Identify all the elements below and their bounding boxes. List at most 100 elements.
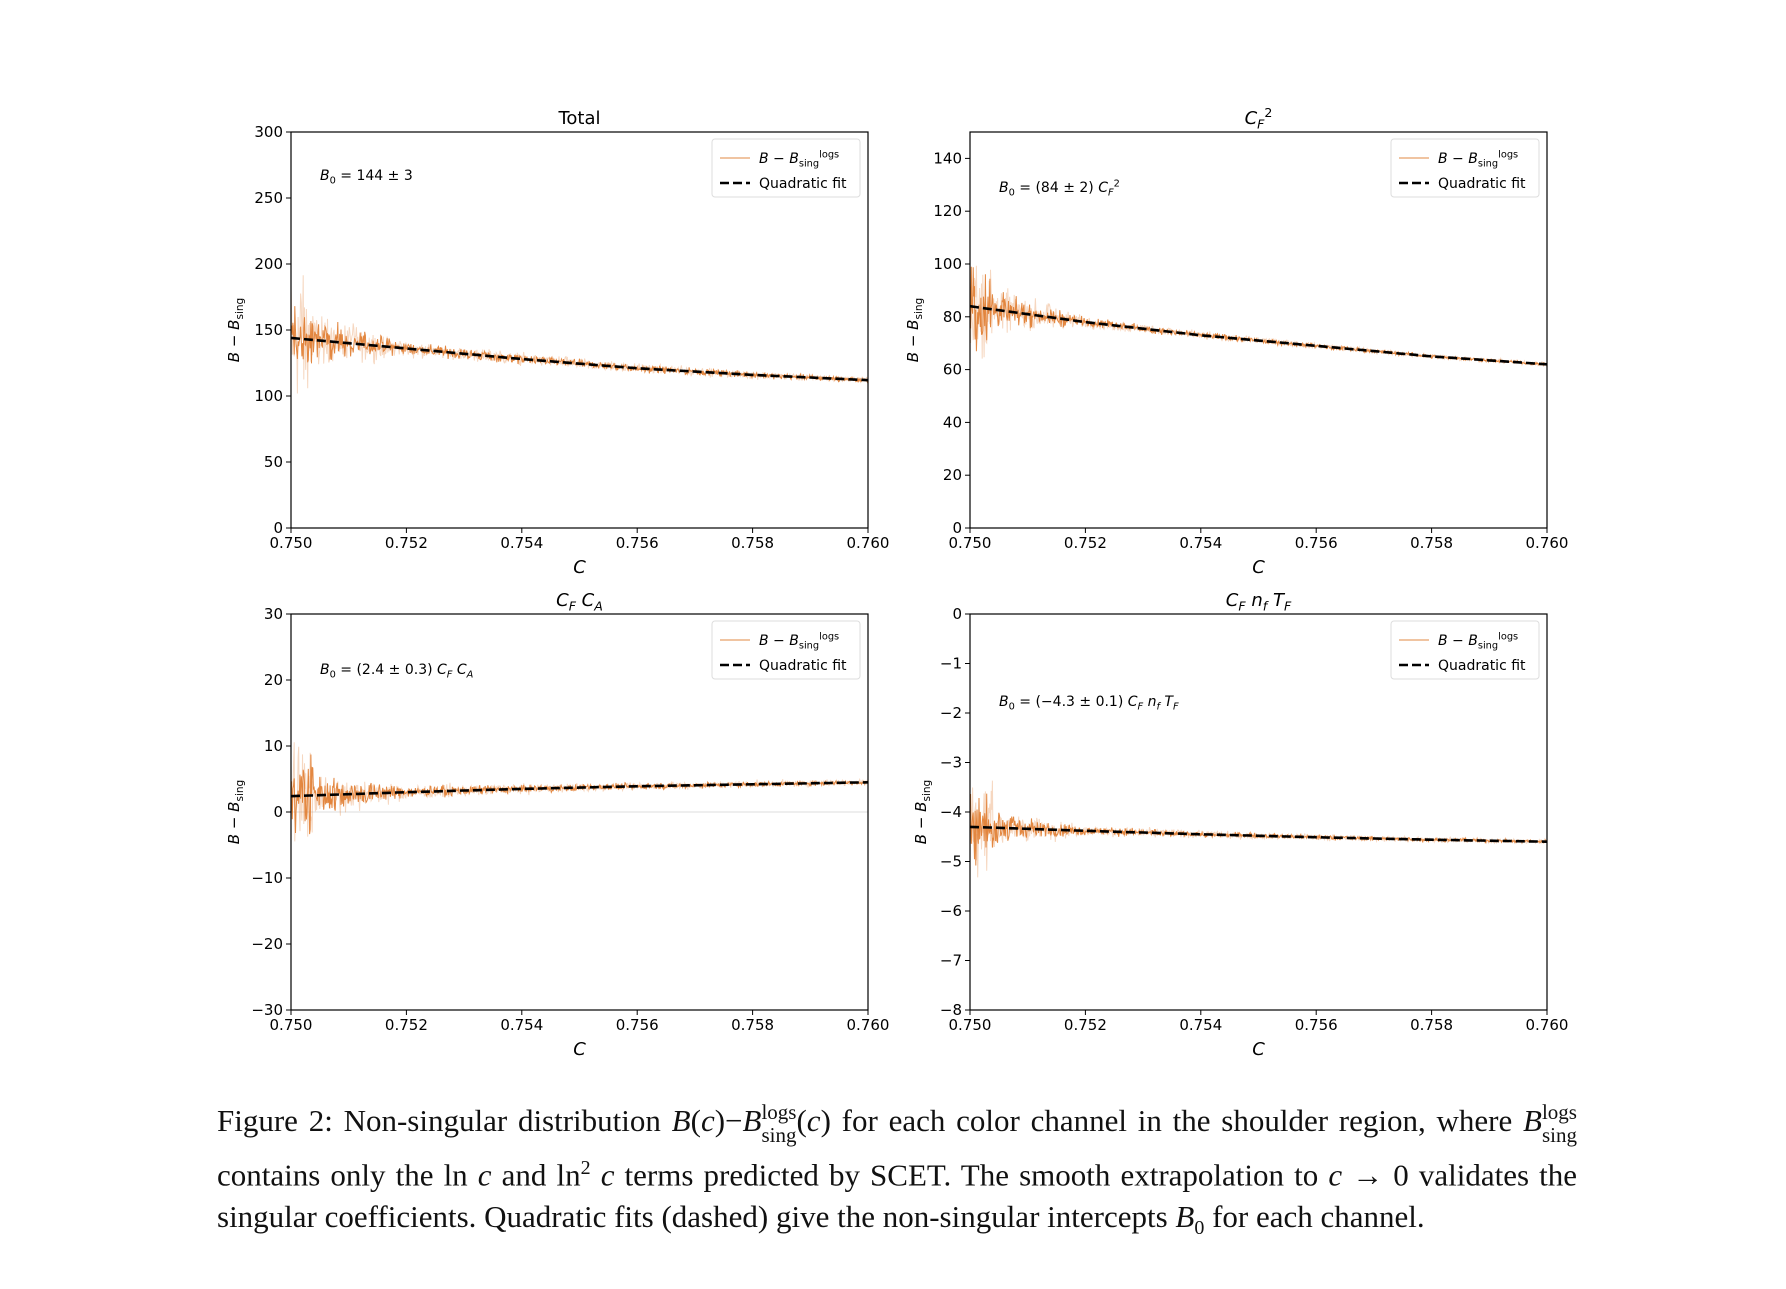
x-tick-label: 0.750 [949, 534, 992, 552]
legend-label: Quadratic fit [759, 658, 847, 674]
chart-title: CF CA [556, 590, 603, 614]
chart-panel: 0.750 0.752 0.754 0.756 0.758 0.760 0 50 100 150 2… [225, 108, 889, 578]
caption-sup: logs [761, 1099, 797, 1124]
y-tick-label: −7 [940, 952, 962, 970]
caption-math: B [742, 1103, 762, 1138]
intercept-annotation: B0 = (84 ± 2) CF2 [999, 178, 1120, 198]
x-tick-label: 0.756 [1295, 1016, 1338, 1034]
y-tick-label: 80 [943, 308, 962, 326]
y-tick-label: 300 [254, 123, 283, 141]
y-tick-label: 20 [264, 671, 283, 689]
x-axis-label: C [573, 1039, 586, 1060]
x-tick-label: 0.750 [270, 1016, 313, 1034]
x-axis-label: C [573, 557, 586, 578]
noisy-series-line [291, 151, 868, 384]
y-tick-label: −30 [251, 1001, 283, 1019]
x-tick-label: 0.750 [949, 1016, 992, 1034]
caption-sub: 0 [1194, 1217, 1205, 1240]
quadratic-fit-line [969, 304, 1548, 366]
legend-label: Quadratic fit [1438, 658, 1526, 674]
y-tick-label: 40 [943, 413, 962, 431]
legend-label: B − Bsinglogs [759, 631, 839, 651]
legend-label: Quadratic fit [1438, 176, 1526, 192]
y-tick-label: 30 [264, 605, 283, 623]
caption-sup: logs [1541, 1099, 1577, 1124]
caption-text: → 0 validates the singular coefficients.… [217, 1157, 1578, 1235]
x-tick-label: 0.756 [616, 534, 659, 552]
caption-text: ( [690, 1103, 701, 1138]
x-tick-label: 0.752 [385, 1016, 428, 1034]
y-tick-label: −8 [940, 1001, 962, 1019]
y-tick-label: 60 [943, 361, 962, 379]
noisy-band [970, 265, 1547, 368]
chart-title: Total [557, 108, 600, 129]
caption-math: c [700, 1103, 715, 1138]
legend-label: B − Bsinglogs [1438, 149, 1518, 169]
y-tick-label: 0 [952, 519, 962, 537]
y-tick-label: 250 [254, 189, 283, 207]
y-tick-label: 150 [254, 321, 283, 339]
chart-panel: 0.750 0.752 0.754 0.756 0.758 0.760 −8 −7 −6 −5 −4… [912, 590, 1568, 1060]
y-tick-label: 100 [933, 255, 962, 273]
x-tick-label: 0.760 [847, 1016, 890, 1034]
x-tick-label: 0.754 [500, 1016, 543, 1034]
y-axis-label: B − Bsing [912, 780, 933, 844]
noisy-series-line [970, 740, 1547, 866]
y-tick-label: −1 [940, 655, 962, 673]
y-tick-label: −20 [251, 935, 283, 953]
intercept-annotation: B0 = (2.4 ± 0.3) CF CA [320, 662, 474, 681]
axes-frame [969, 131, 1548, 529]
y-tick-label: 200 [254, 255, 283, 273]
y-tick-label: 10 [264, 737, 283, 755]
caption-text: Figure 2: Non-singular distribution [217, 1103, 672, 1138]
quadratic-fit-line [969, 825, 1548, 843]
y-tick-label: 120 [933, 202, 962, 220]
caption-math: B [1175, 1199, 1195, 1235]
y-axis-label: B − Bsing [904, 298, 925, 362]
caption-math: c [806, 1103, 821, 1138]
caption-math: B [1523, 1103, 1542, 1138]
x-tick-label: 0.758 [1410, 1016, 1453, 1034]
y-tick-label: −3 [940, 754, 962, 772]
chart-title: CF2 [1245, 105, 1273, 132]
y-tick-label: 140 [933, 149, 962, 167]
x-tick-label: 0.750 [270, 534, 313, 552]
y-tick-label: 20 [943, 466, 962, 484]
caption-text: )− [714, 1103, 743, 1138]
y-tick-label: 100 [254, 387, 283, 405]
legend-label: B − Bsinglogs [759, 149, 839, 169]
caption-text: for each channel. [1204, 1199, 1425, 1235]
caption-sup: 2 [580, 1156, 591, 1179]
x-tick-label: 0.756 [1295, 534, 1338, 552]
y-tick-label: 0 [273, 803, 283, 821]
legend-label: Quadratic fit [759, 176, 847, 192]
caption-supsub: logs sing [761, 1099, 797, 1147]
y-tick-label: −6 [940, 902, 962, 920]
x-tick-label: 0.758 [1410, 534, 1453, 552]
x-tick-label: 0.752 [1064, 1016, 1107, 1034]
intercept-annotation: B0 = (−4.3 ± 0.1) CF nf TF [999, 694, 1179, 713]
x-tick-label: 0.756 [616, 1016, 659, 1034]
y-axis-label: B − Bsing [225, 780, 246, 844]
x-axis-label: C [1252, 1039, 1265, 1060]
y-tick-label: 50 [264, 453, 283, 471]
caption-text: and ln [491, 1157, 581, 1193]
figure-caption: Figure 2: Non-singular distribution B(c)… [217, 1100, 1577, 1249]
y-tick-label: −10 [251, 869, 283, 887]
quadratic-fit-line [290, 336, 869, 382]
caption-math: B [671, 1103, 691, 1138]
chart-panel: 0.750 0.752 0.754 0.756 0.758 0.760 −30 −20 −10 0… [225, 590, 889, 1060]
x-tick-label: 0.758 [731, 534, 774, 552]
y-tick-label: 0 [952, 605, 962, 623]
y-tick-label: 0 [273, 519, 283, 537]
x-tick-label: 0.752 [385, 534, 428, 552]
quadratic-fit-line [290, 781, 869, 798]
caption-math: c [477, 1157, 492, 1193]
x-tick-label: 0.754 [500, 534, 543, 552]
x-tick-label: 0.760 [1526, 534, 1569, 552]
caption-math: c [1328, 1157, 1343, 1193]
y-axis-label: B − Bsing [225, 298, 246, 362]
caption-sub: sing [761, 1122, 797, 1147]
caption-text: terms predicted by SCET. The smooth extr… [614, 1157, 1329, 1193]
x-axis-label: C [1252, 557, 1265, 578]
